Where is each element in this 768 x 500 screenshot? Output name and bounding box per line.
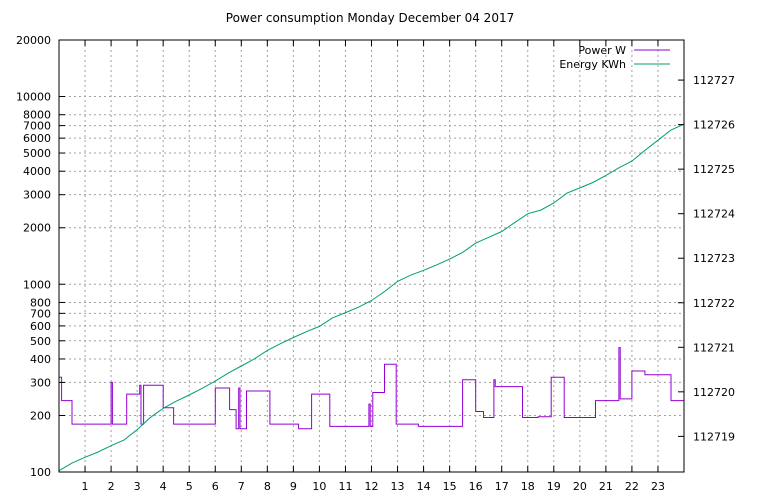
grid <box>59 39 684 473</box>
x-tick-label: 21 <box>599 480 613 493</box>
series-line-power-w <box>59 347 684 430</box>
y-left-tick-label: 7000 <box>23 120 51 133</box>
x-tick-label: 2 <box>108 480 115 493</box>
x-tick-label: 20 <box>573 480 587 493</box>
x-tick-label: 8 <box>264 480 271 493</box>
y-left-tick-label: 1000 <box>23 278 51 291</box>
legend-label: Energy KWh <box>559 58 626 71</box>
x-tick-label: 10 <box>312 480 326 493</box>
y-right-tick-label: 112723 <box>693 252 735 265</box>
y-left-tick-label: 5000 <box>23 147 51 160</box>
y-left-tick-label: 200 <box>30 409 51 422</box>
x-tick-label: 16 <box>469 480 483 493</box>
y-left-tick-label: 8000 <box>23 109 51 122</box>
x-tick-label: 22 <box>625 480 639 493</box>
x-tick-label: 18 <box>521 480 535 493</box>
y-left-tick-label: 500 <box>30 335 51 348</box>
y-left-tick-label: 6000 <box>23 132 51 145</box>
y-left-tick-label: 100 <box>30 466 51 479</box>
x-tick-label: 17 <box>495 480 509 493</box>
series-layer <box>58 123 685 472</box>
y-right-tick-label: 112719 <box>693 430 735 443</box>
x-tick-label: 13 <box>391 480 405 493</box>
y-right-tick-label: 112726 <box>693 119 735 132</box>
x-tick-label: 15 <box>443 480 457 493</box>
x-tick-label: 9 <box>290 480 297 493</box>
y-right-tick-label: 112727 <box>693 74 735 87</box>
x-tick-label: 23 <box>651 480 665 493</box>
series-line-energy-kwh <box>58 123 685 472</box>
y-left-tick-label: 600 <box>30 320 51 333</box>
x-tick-label: 1 <box>82 480 89 493</box>
x-tick-label: 19 <box>547 480 561 493</box>
x-tick-label: 7 <box>238 480 245 493</box>
y-left-tick-label: 800 <box>30 296 51 309</box>
y-left-tick-label: 10000 <box>16 91 51 104</box>
y-left-tick-label: 300 <box>30 376 51 389</box>
chart-title: Power consumption Monday December 04 201… <box>226 11 514 25</box>
y-right-tick-label: 112720 <box>693 386 735 399</box>
y-left-tick-label: 4000 <box>23 165 51 178</box>
y-left-tick-label: 700 <box>30 307 51 320</box>
x-tick-label: 12 <box>365 480 379 493</box>
y-left-tick-label: 20000 <box>16 34 51 47</box>
x-tick-label: 14 <box>417 480 431 493</box>
legend-label: Power W <box>578 44 626 57</box>
x-tick-label: 3 <box>134 480 141 493</box>
y-left-tick-label: 3000 <box>23 189 51 202</box>
y-left-tick-label: 400 <box>30 353 51 366</box>
x-tick-label: 4 <box>160 480 167 493</box>
y-right-tick-label: 112721 <box>693 341 735 354</box>
x-tick-label: 11 <box>338 480 352 493</box>
x-tick-label: 5 <box>186 480 193 493</box>
x-tick-label: 6 <box>212 480 219 493</box>
y-left-tick-label: 2000 <box>23 222 51 235</box>
y-right-tick-label: 112722 <box>693 297 735 310</box>
axes: 1 2 3 4 5 6 7 8 9 10 11 12 13 14 15 16 17 18 19 20 21 22 23100… <box>16 34 735 493</box>
y-right-tick-label: 112725 <box>693 163 735 176</box>
y-right-tick-label: 112724 <box>693 208 735 221</box>
